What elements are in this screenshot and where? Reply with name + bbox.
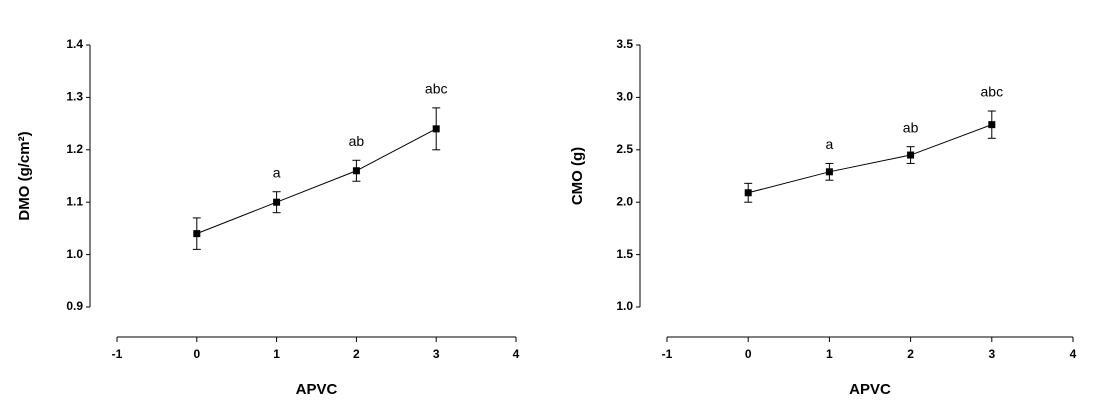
data-label: abc [425,81,448,97]
marker [825,168,833,176]
x-tick-label: 1 [273,347,280,361]
x-tick-label: -1 [112,347,123,361]
marker [988,121,996,129]
x-tick-label: 0 [745,347,752,361]
y-tick-label: 3.5 [616,37,633,51]
data-line [748,124,992,194]
x-tick-label: 2 [907,347,914,361]
data-label: ab [903,119,919,135]
x-tick-label: 1 [826,347,833,361]
x-tick-label: 3 [433,347,440,361]
data-line [196,128,437,235]
y-tick-label: 2.5 [616,142,633,156]
marker [907,151,915,159]
marker [352,167,360,175]
data-label: abc [981,84,1004,100]
marker [193,230,201,238]
x-tick-label: -1 [662,347,673,361]
y-tick-label: 0.9 [66,299,83,313]
y-tick-label: 3.0 [616,90,633,104]
y-tick-label: 1.3 [66,90,83,104]
y-tick-label: 1.5 [616,247,633,261]
x-tick-label: 4 [513,347,520,361]
y-tick-label: 1.2 [66,142,83,156]
data-label: a [273,164,281,180]
data-label: a [826,136,834,152]
y-tick-label: 1.0 [66,247,83,261]
x-tick-label: 2 [353,347,360,361]
data-label: ab [349,133,365,149]
marker [432,125,440,133]
y-tick-label: 1.0 [616,299,633,313]
x-axis-label: APVC [849,381,891,398]
x-axis-label: APVC [296,381,338,398]
y-tick-label: 1.1 [66,194,83,208]
x-tick-label: 4 [1070,347,1077,361]
x-tick-label: 3 [988,347,995,361]
marker [273,198,281,206]
y-tick-label: 2.0 [616,194,633,208]
y-axis-label: CMO (g) [569,147,586,205]
x-tick-label: 0 [193,347,200,361]
marker [744,189,752,197]
y-axis-label: DMO (g/cm²) [16,131,33,220]
y-tick-label: 1.4 [66,37,83,51]
